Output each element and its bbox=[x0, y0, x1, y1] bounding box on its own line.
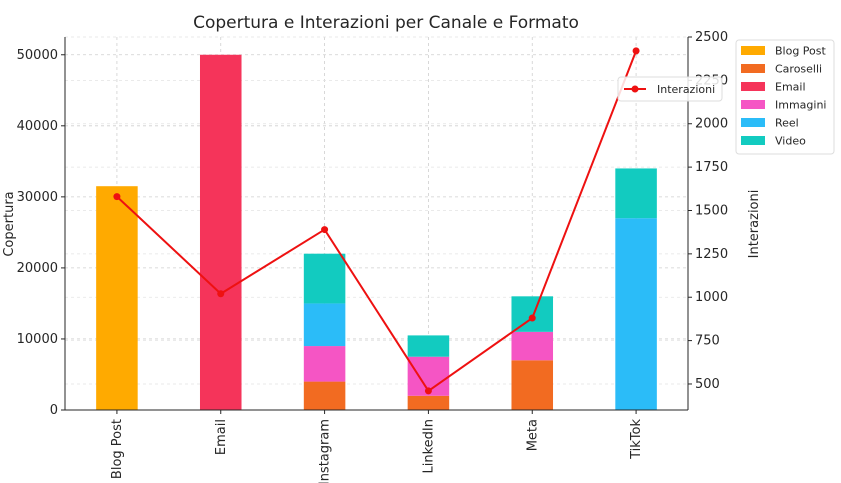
legend-label: Email bbox=[775, 81, 806, 94]
x-tick-label: Instagram bbox=[318, 419, 333, 483]
bar-segment bbox=[615, 218, 657, 410]
interactions-point bbox=[424, 387, 432, 395]
legend-swatch bbox=[741, 82, 765, 91]
y2-tick-label: 750 bbox=[695, 334, 720, 349]
chart-title: Copertura e Interazioni per Canale e For… bbox=[193, 13, 579, 33]
bar-segment bbox=[96, 186, 138, 410]
legend-swatch bbox=[741, 136, 765, 145]
interactions-point bbox=[113, 193, 121, 201]
legend-swatch bbox=[741, 46, 765, 55]
x-tick-labels: Blog Post Email Instagram LinkedIn Meta TikTo… bbox=[110, 410, 644, 483]
bar-legend: Blog Post Caroselli Email Immagini Reel Video bbox=[735, 39, 835, 155]
y-tick-label: 50000 bbox=[17, 48, 58, 63]
bar-segment bbox=[407, 335, 450, 357]
y2-tick-label: 1500 bbox=[695, 203, 728, 218]
x-tick-label: Email bbox=[214, 419, 229, 455]
x-tick-label: LinkedIn bbox=[421, 419, 436, 473]
y-tick-label: 0 bbox=[50, 403, 58, 418]
x-tick-label: Meta bbox=[525, 419, 540, 451]
y-tick-label: 30000 bbox=[17, 190, 58, 205]
legend-label: Immagini bbox=[775, 99, 826, 112]
bar-segment bbox=[303, 253, 346, 304]
bar-segment bbox=[511, 360, 554, 410]
line-legend-label: Interazioni bbox=[657, 83, 715, 96]
bar-segment bbox=[511, 296, 554, 332]
bar-segment bbox=[407, 395, 450, 410]
y2-tick-label: 1250 bbox=[695, 247, 728, 262]
interactions-point bbox=[632, 47, 640, 55]
legend-label: Blog Post bbox=[775, 45, 827, 58]
interactions-point bbox=[321, 226, 329, 234]
interactions-polyline bbox=[116, 50, 638, 393]
bar-segment bbox=[615, 168, 657, 219]
y2-tick-label: 500 bbox=[695, 377, 720, 392]
axes bbox=[64, 37, 689, 411]
y-axis-title: Copertura bbox=[2, 191, 17, 256]
bar-segment bbox=[303, 303, 346, 347]
legend-swatch bbox=[741, 118, 765, 127]
y-tick-label: 40000 bbox=[17, 119, 58, 134]
y2-axis-title: Interazioni bbox=[747, 190, 762, 259]
grid bbox=[65, 36, 688, 411]
bar-segment bbox=[303, 381, 346, 410]
interactions-point bbox=[528, 314, 536, 322]
line-legend-box bbox=[617, 76, 723, 102]
interactions-line bbox=[113, 47, 640, 395]
y2-tick-label: 2500 bbox=[695, 30, 728, 45]
line-legend-marker bbox=[631, 85, 639, 93]
legend-label: Video bbox=[775, 135, 806, 148]
legend-swatch bbox=[741, 100, 765, 109]
bar-segment bbox=[199, 54, 242, 411]
legend-label: Caroselli bbox=[775, 63, 822, 76]
y2-tick-label: 1750 bbox=[695, 160, 728, 175]
x-tick-label: Blog Post bbox=[110, 419, 125, 479]
y-tick-labels: 0 10000 20000 30000 40000 50000 bbox=[17, 48, 65, 418]
legend-label: Reel bbox=[775, 117, 799, 130]
y-tick-label: 10000 bbox=[17, 332, 58, 347]
bar-segment bbox=[511, 331, 554, 361]
bar-segment bbox=[303, 346, 346, 382]
line-legend: Interazioni bbox=[617, 76, 723, 102]
x-tick-label: TikTok bbox=[629, 419, 644, 460]
y2-tick-label: 2000 bbox=[695, 117, 728, 132]
bars bbox=[96, 54, 657, 411]
y-tick-label: 20000 bbox=[17, 261, 58, 276]
interactions-point bbox=[217, 290, 225, 298]
y2-tick-label: 1000 bbox=[695, 290, 728, 305]
legend-swatch bbox=[741, 64, 765, 73]
